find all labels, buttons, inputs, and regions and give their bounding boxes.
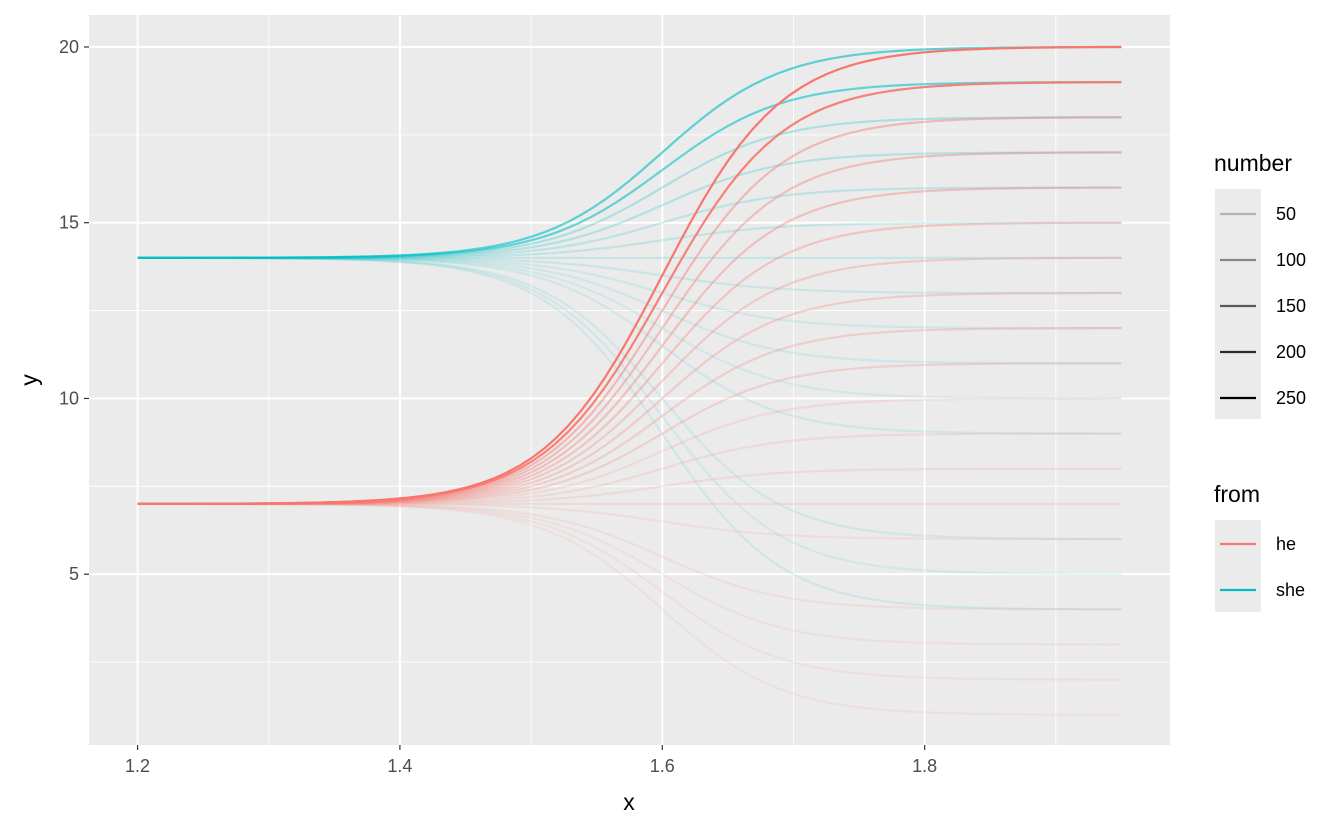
y-tick-label: 10 [59, 388, 79, 408]
legend-number-label: 200 [1276, 342, 1306, 362]
legend-from: from he she [1214, 481, 1305, 612]
y-axis: 5 10 15 20 [59, 37, 89, 584]
x-tick-label: 1.8 [912, 756, 937, 776]
x-tick-label: 1.4 [387, 756, 412, 776]
y-tick-label: 15 [59, 213, 79, 233]
legend-number-title: number [1214, 150, 1292, 176]
legend-from-label: she [1276, 580, 1305, 600]
legend-number-label: 50 [1276, 204, 1296, 224]
x-tick-label: 1.6 [650, 756, 675, 776]
x-axis: 1.2 1.4 1.6 1.8 [125, 745, 937, 776]
legend-number-label: 100 [1276, 250, 1306, 270]
legend-from-title: from [1214, 481, 1260, 507]
x-axis-title: x [623, 789, 635, 815]
legend-from-label: he [1276, 534, 1296, 554]
y-tick-label: 20 [59, 37, 79, 57]
legend-number: number 50 100 150 200 250 [1214, 150, 1306, 419]
y-tick-label: 5 [69, 564, 79, 584]
plot-panel [89, 15, 1170, 745]
series-layer [137, 45, 1122, 716]
series-line-she [137, 256, 1122, 611]
series-line-he [137, 45, 1122, 505]
series-line-he [137, 502, 1122, 716]
legend-number-label: 250 [1276, 388, 1306, 408]
grid-minor [89, 15, 1170, 745]
legend-number-label: 150 [1276, 296, 1306, 316]
series-line-he [137, 502, 1122, 611]
grid-major [89, 15, 1170, 745]
legend-from-keys-bg [1215, 520, 1261, 612]
x-tick-label: 1.2 [125, 756, 150, 776]
y-axis-title: y [16, 374, 42, 386]
series-line-he [137, 502, 1122, 681]
series-line-he [137, 502, 1122, 646]
series-line-she [137, 45, 1122, 259]
legend-number-keys-bg [1215, 189, 1261, 419]
